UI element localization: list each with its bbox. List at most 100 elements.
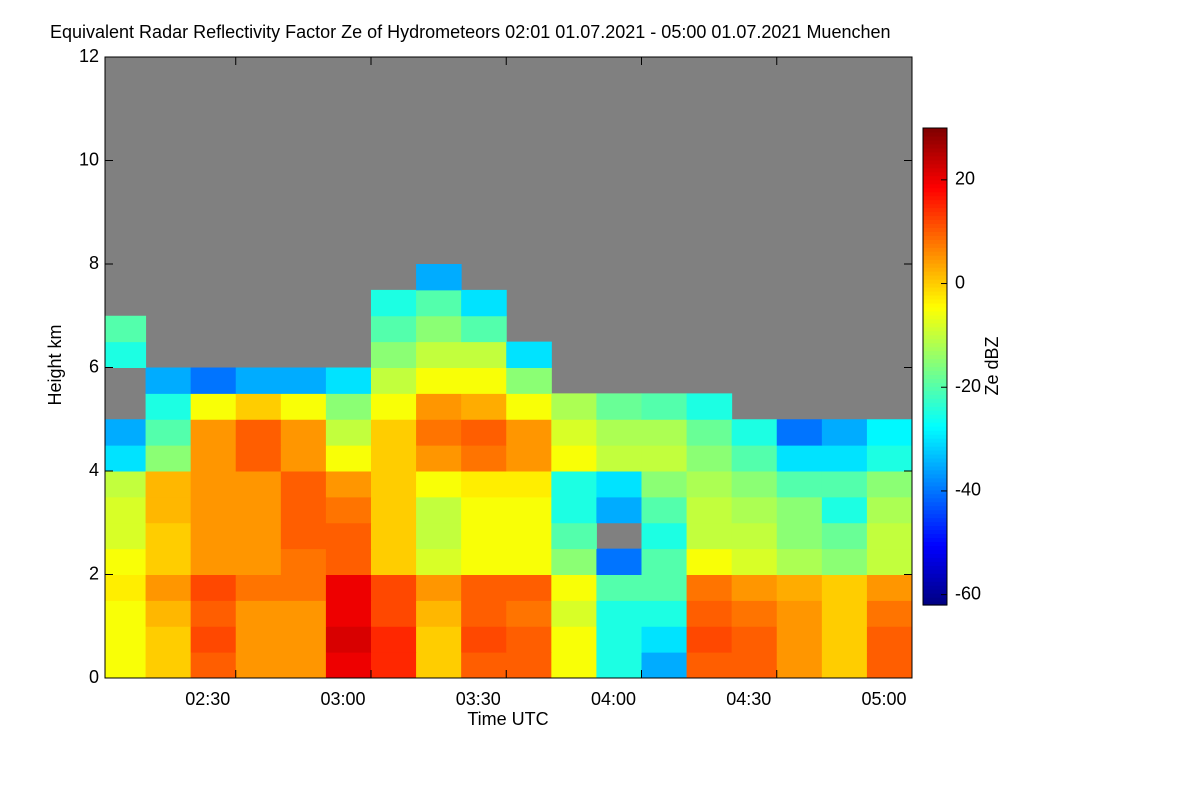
heatmap-cell [370,419,417,446]
heatmap-cell [461,626,507,653]
heatmap-cell [416,315,462,343]
heatmap-cell [551,419,597,446]
colorbar-segment [923,449,947,455]
colorbar-segment [923,434,947,439]
heatmap-cell [641,419,688,446]
heatmap-cell [416,652,462,679]
colorbar-tick-label: -40 [955,480,981,500]
colorbar-segment [923,418,947,423]
colorbar-segment [923,589,947,594]
colorbar-segment [923,461,947,467]
heatmap-cell [105,341,147,368]
heatmap-cell [370,652,417,679]
heatmap-cell [686,522,733,550]
heatmap-cell [776,652,823,679]
heatmap-cell [325,419,372,446]
colorbar-segment [923,410,947,415]
heatmap-cell [235,471,282,498]
heatmap-cell [461,367,507,394]
heatmap-cell [821,445,868,472]
heatmap-cell [370,341,417,368]
heatmap-cell [596,496,642,524]
chart-title: Equivalent Radar Reflectivity Factor Ze … [50,22,891,42]
heatmap-cell [866,445,913,472]
heatmap-cell [325,367,372,394]
heatmap-cell [731,471,778,498]
heatmap-cell [866,419,913,446]
heatmap-cell [416,522,462,550]
colorbar-label: Ze dBZ [982,336,1002,395]
heatmap-cell [821,419,868,446]
heatmap-cell [551,445,597,472]
colorbar-segment [923,271,947,276]
heatmap-cell [731,574,778,601]
colorbar-segment [923,128,947,133]
heatmap-cell [686,652,733,679]
heatmap-cell [105,626,147,653]
heatmap-cell [235,419,282,446]
heatmap-cell [866,471,913,498]
colorbar-segment [923,342,947,348]
colorbar-segment [923,199,947,205]
y-axis-label: Height km [45,324,65,405]
heatmap-cell [145,471,192,498]
heatmap-cell [280,600,327,627]
colorbar-segment [923,537,947,542]
heatmap-cell [506,393,552,420]
colorbar-segment [923,279,947,284]
heatmap-cell [821,548,868,575]
colorbar-segment [923,426,947,431]
heatmap-cell [235,600,282,627]
colorbar-segment [923,430,947,435]
colorbar-tick-label: -60 [955,583,981,603]
heatmap-cell [416,445,462,472]
y-tick-label: 4 [89,460,99,480]
heatmap-cell [596,652,642,679]
colorbar-segment [923,402,947,407]
heatmap-cell [325,393,372,420]
heatmap-cell [596,419,642,446]
heatmap-cell [731,652,778,679]
heatmap-cell [551,393,597,420]
heatmap-cell [776,522,823,550]
colorbar-segment [923,338,947,344]
heatmap-cell [641,522,688,550]
heatmap-cell [776,496,823,524]
colorbar-segment [923,175,947,181]
colorbar-segment [923,143,947,149]
heatmap-cell [190,626,237,653]
colorbar-segment [923,139,947,145]
heatmap-cell [145,652,192,679]
colorbar-tick-label: 20 [955,169,975,189]
colorbar-segment [923,465,947,471]
colorbar-segment [923,597,947,602]
heatmap-cell [731,626,778,653]
colorbar-segment [923,171,947,177]
heatmap-cell [190,367,237,394]
heatmap-cell [641,496,688,524]
colorbar-segment [923,362,947,368]
colorbar-segment [923,243,947,248]
heatmap-cell [776,419,823,446]
heatmap-cell [776,574,823,601]
heatmap-cell [190,574,237,601]
colorbar-segment [923,263,947,268]
heatmap-cell [551,548,597,575]
colorbar-segment [923,314,947,320]
heatmap-cell [325,471,372,498]
colorbar-segment [923,330,947,336]
heatmap-cell [416,626,462,653]
heatmap-cell [506,574,552,601]
colorbar-segment [923,525,947,531]
heatmap-cell [280,367,327,394]
heatmap-cell [866,600,913,627]
heatmap-cell [190,393,237,420]
colorbar-segment [923,310,947,316]
colorbar-segment [923,477,947,483]
colorbar-segment [923,585,947,590]
heatmap-cell [325,600,372,627]
colorbar-segment [923,302,947,308]
colorbar-segment [923,219,947,224]
colorbar-segment [923,581,947,586]
heatmap-cell [145,393,192,420]
